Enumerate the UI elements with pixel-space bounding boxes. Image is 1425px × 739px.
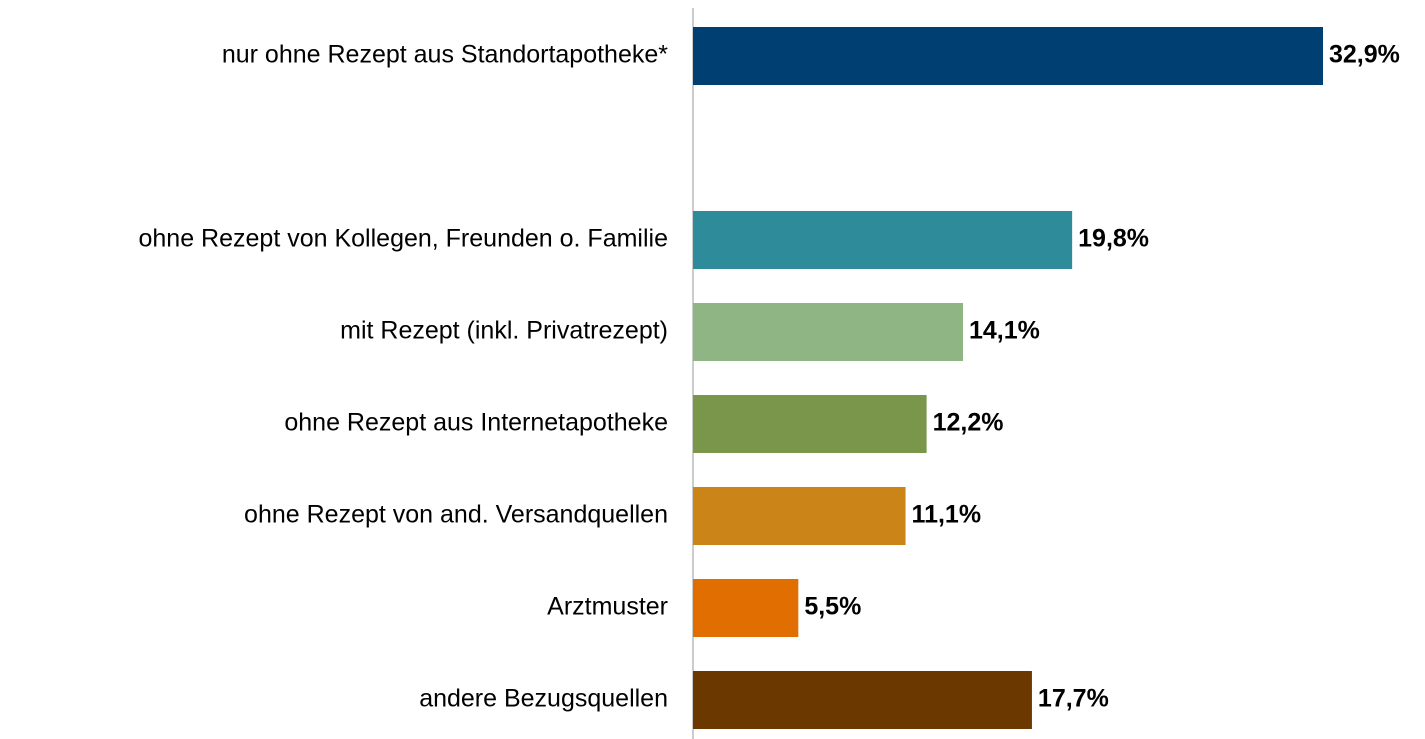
data-label: 12,2% <box>933 409 1004 437</box>
bar <box>693 671 1032 729</box>
y-tick-label: nur ohne Rezept aus Standortapotheke* <box>222 41 668 69</box>
y-tick-label: ohne Rezept aus Internetapotheke <box>284 409 668 437</box>
bar <box>693 303 963 361</box>
y-tick-label: Arztmuster <box>547 593 668 621</box>
bar <box>693 579 799 637</box>
y-tick-label: mit Rezept (inkl. Privatrezept) <box>340 317 668 345</box>
data-label: 17,7% <box>1038 685 1109 713</box>
data-label: 5,5% <box>804 593 861 621</box>
data-label: 32,9% <box>1329 41 1400 69</box>
y-tick-label: ohne Rezept von and. Versandquellen <box>244 501 668 529</box>
bar <box>693 487 906 545</box>
y-tick-label: andere Bezugsquellen <box>419 685 668 713</box>
bar <box>693 211 1073 269</box>
data-label: 11,1% <box>912 501 982 529</box>
bar <box>693 27 1323 85</box>
data-label: 19,8% <box>1078 225 1149 253</box>
bar <box>693 395 927 453</box>
y-tick-label: ohne Rezept von Kollegen, Freunden o. Fa… <box>139 225 669 253</box>
data-label: 14,1% <box>969 317 1040 345</box>
